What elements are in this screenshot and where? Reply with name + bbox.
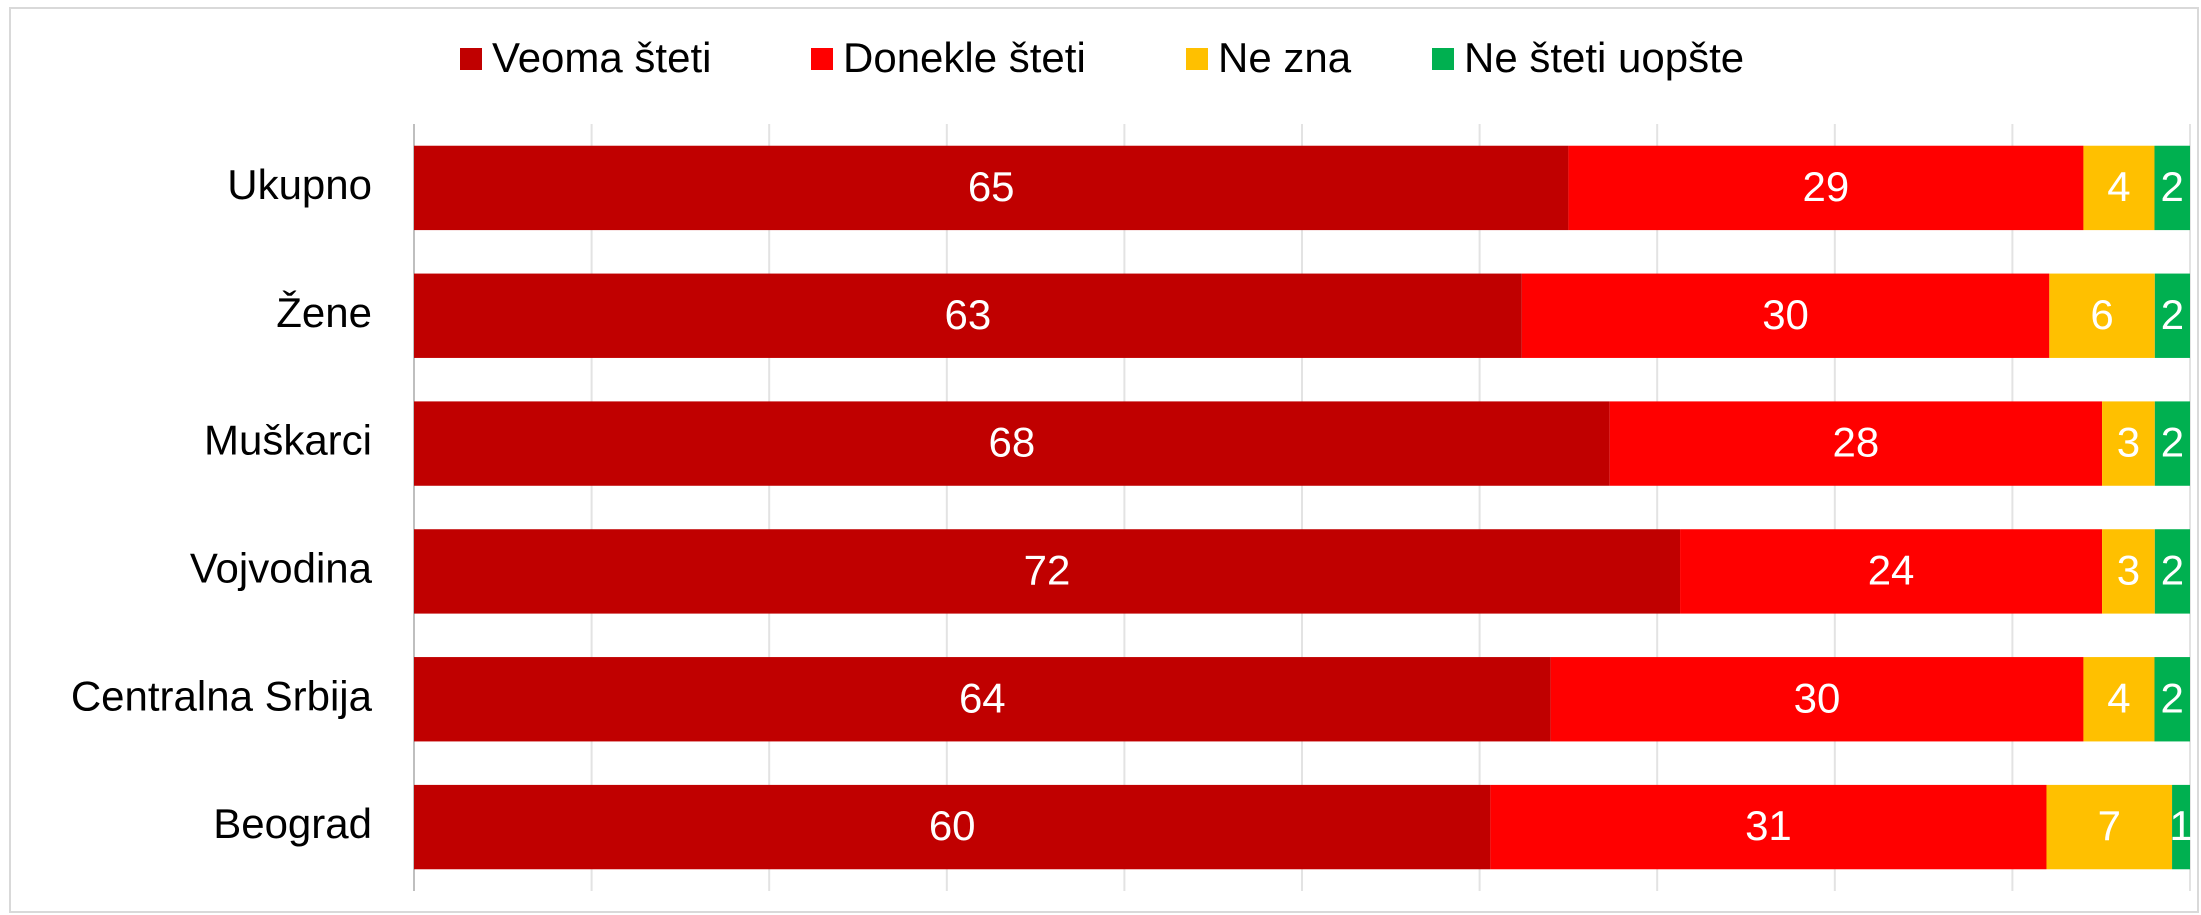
bar-segment	[2083, 657, 2155, 742]
y-tick-label: Vojvodina	[190, 545, 373, 592]
bar-segment	[414, 145, 1569, 231]
legend-swatch	[1432, 48, 1454, 70]
data-label: 63	[945, 291, 992, 338]
bar-segment	[2154, 657, 2190, 742]
bar-segment	[2172, 784, 2190, 870]
bar-segment	[414, 401, 1610, 486]
bar-segment	[414, 529, 1681, 614]
data-label: 7	[2098, 802, 2121, 849]
data-label: 68	[989, 419, 1036, 466]
bar-segment	[1521, 273, 2050, 358]
data-label: 6	[2090, 291, 2113, 338]
data-label: 4	[2107, 674, 2130, 721]
data-label: 65	[968, 163, 1015, 210]
y-tick-label: Centralna Srbija	[71, 672, 373, 719]
data-label: 24	[1868, 547, 1915, 594]
bar-segment	[2046, 784, 2173, 870]
legend-swatch	[460, 48, 482, 70]
bar-segment	[1568, 145, 2084, 231]
data-label: 1	[2169, 802, 2192, 849]
legend-label: Ne šteti uopšte	[1464, 34, 1744, 81]
data-label: 64	[959, 674, 1006, 721]
legend-swatch	[1186, 48, 1208, 70]
bar-segment	[1550, 657, 2084, 742]
bar-segment	[2102, 401, 2155, 486]
bar-segment	[2154, 401, 2190, 486]
data-label: 30	[1762, 291, 1809, 338]
bar-segment	[1490, 784, 2047, 870]
legend-swatch	[811, 48, 833, 70]
data-label: 2	[2161, 291, 2184, 338]
data-label: 4	[2107, 163, 2130, 210]
data-label: 2	[2161, 419, 2184, 466]
bar-segment	[2154, 273, 2190, 358]
bar-segment	[2154, 145, 2190, 231]
data-label: 60	[929, 802, 976, 849]
bar-segment	[1680, 529, 2103, 614]
bar-segment	[2083, 145, 2155, 231]
bar-segment	[414, 273, 1522, 358]
legend-label: Veoma šteti	[492, 34, 711, 81]
data-label: 30	[1794, 674, 1841, 721]
bar-segment	[2102, 529, 2155, 614]
y-tick-label: Žene	[276, 289, 372, 336]
data-label: 2	[2161, 547, 2184, 594]
bar-segment	[414, 784, 1491, 870]
data-label: 2	[2161, 163, 2184, 210]
y-tick-label: Ukupno	[227, 161, 372, 208]
y-tick-label: Beograd	[213, 800, 372, 847]
data-label: 29	[1803, 163, 1850, 210]
y-tick-label: Muškarci	[204, 417, 372, 464]
data-label: 3	[2117, 547, 2140, 594]
bar-segment	[1609, 401, 2103, 486]
bar-segment	[2154, 529, 2190, 614]
data-label: 31	[1745, 802, 1792, 849]
legend-label: Ne zna	[1218, 34, 1352, 81]
data-label: 3	[2117, 419, 2140, 466]
bar-segment	[414, 657, 1551, 742]
data-label: 72	[1024, 547, 1071, 594]
data-label: 28	[1833, 419, 1880, 466]
data-label: 2	[2161, 674, 2184, 721]
legend-label: Donekle šteti	[843, 34, 1086, 81]
bar-segment	[2049, 273, 2155, 358]
